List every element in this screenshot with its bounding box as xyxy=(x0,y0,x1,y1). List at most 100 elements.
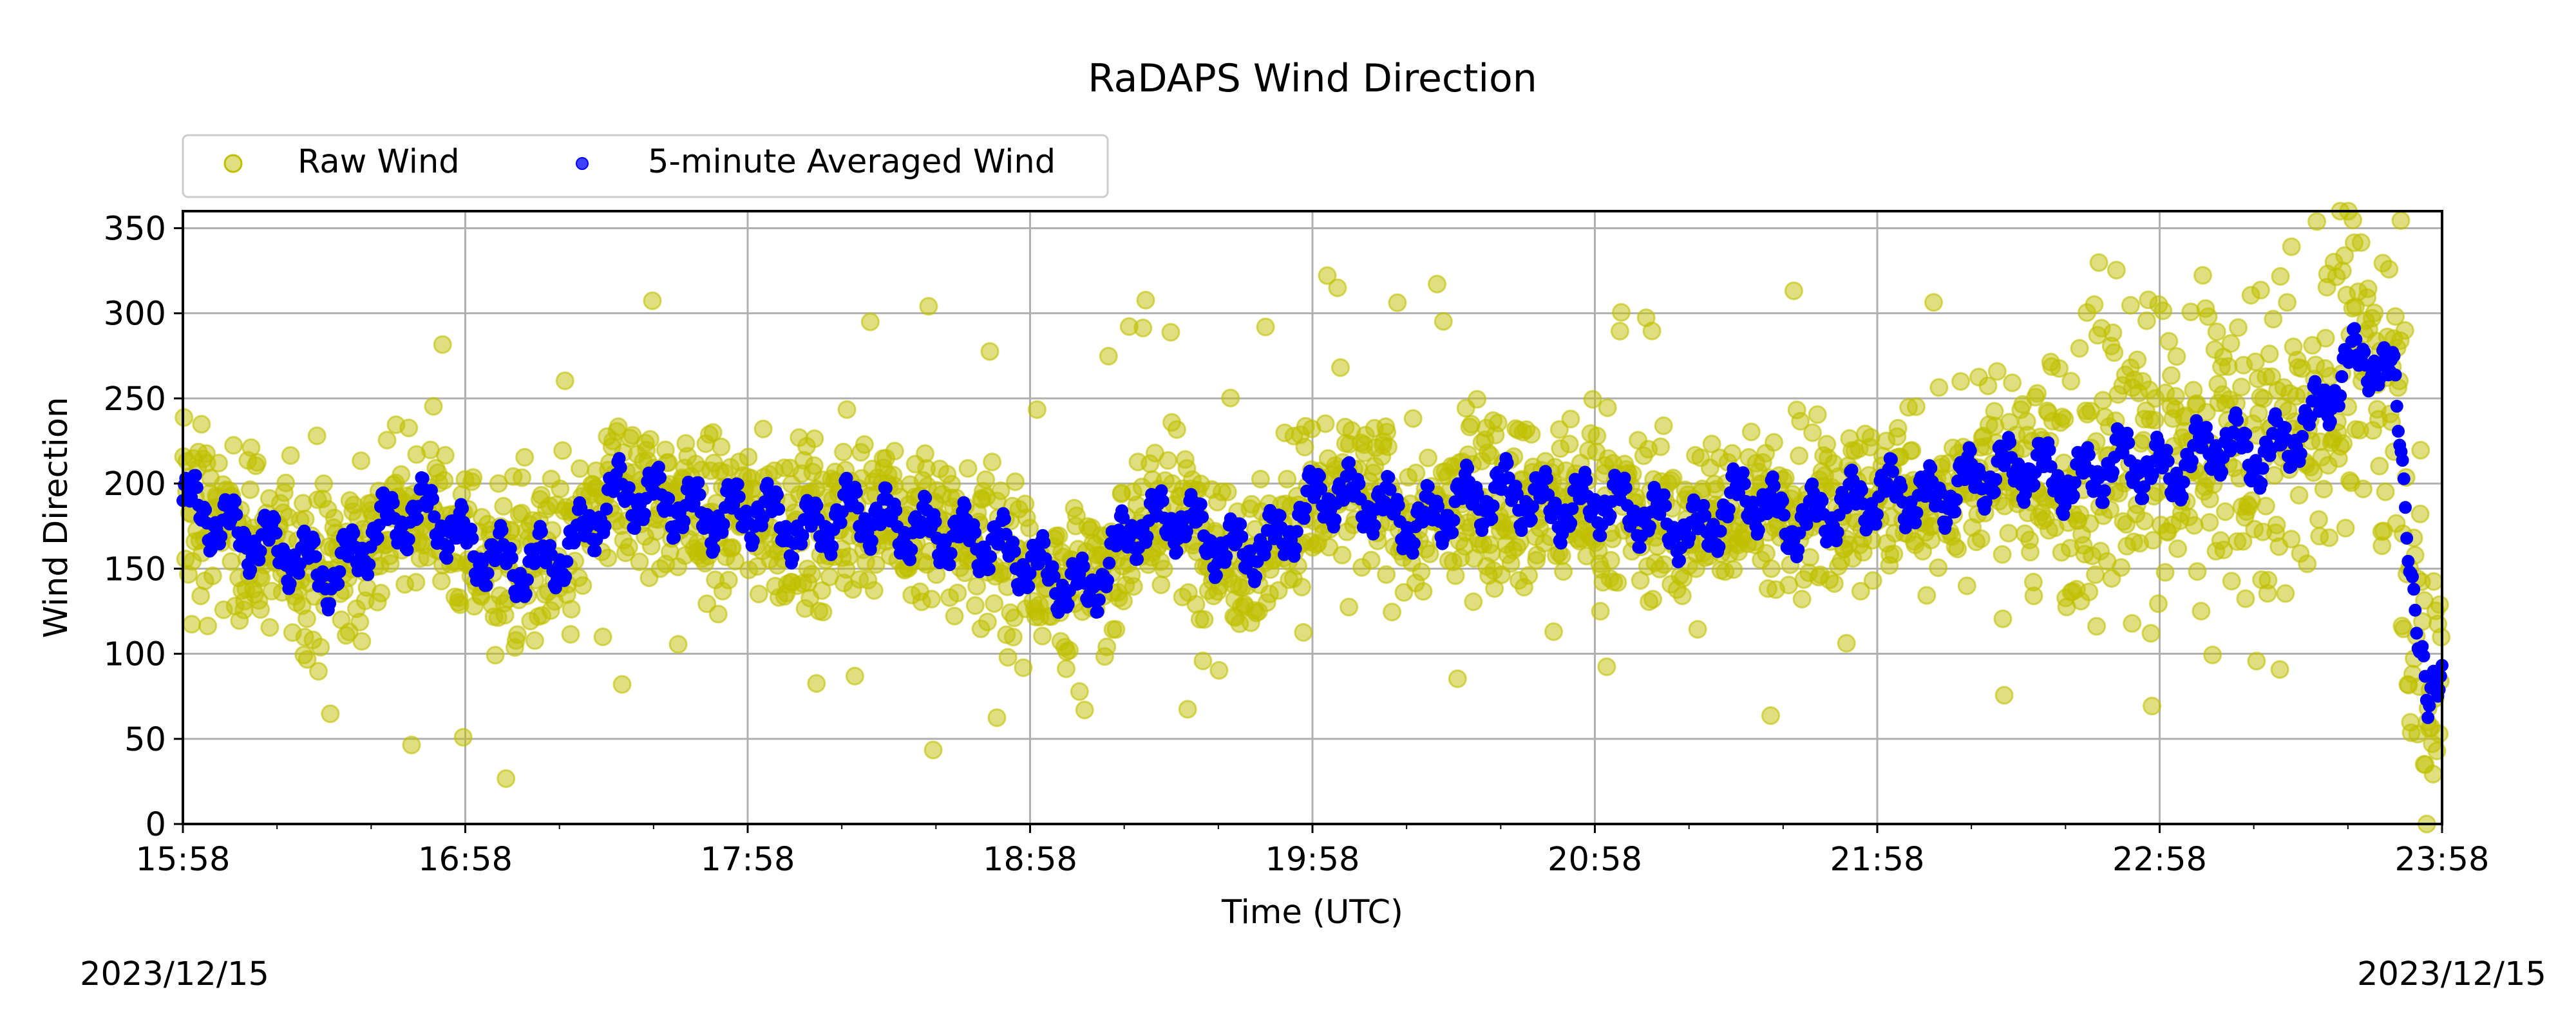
averaged-wind-point xyxy=(2406,570,2419,583)
raw-wind-point xyxy=(1419,448,1437,467)
averaged-wind-point xyxy=(2067,489,2080,503)
averaged-wind-point xyxy=(1940,516,1953,529)
averaged-wind-point xyxy=(402,532,415,546)
averaged-wind-point xyxy=(693,488,706,501)
averaged-wind-point xyxy=(332,577,345,591)
raw-wind-point xyxy=(1331,358,1350,377)
raw-wind-point xyxy=(2351,233,2371,252)
raw-wind-point xyxy=(525,631,544,650)
averaged-wind-point xyxy=(1037,536,1051,549)
averaged-wind-point xyxy=(826,539,839,553)
raw-wind-point xyxy=(2155,563,2175,582)
raw-wind-point xyxy=(640,430,659,449)
raw-wind-point xyxy=(1560,435,1579,454)
raw-wind-point xyxy=(1610,321,1629,341)
y-tick-label: 300 xyxy=(104,295,166,333)
raw-wind-point xyxy=(1757,544,1776,563)
raw-wind-point xyxy=(350,612,370,632)
averaged-wind-point xyxy=(1131,552,1144,566)
raw-wind-point xyxy=(2181,303,2201,321)
averaged-wind-point xyxy=(254,545,267,558)
averaged-wind-point xyxy=(600,502,613,516)
averaged-wind-point xyxy=(1047,570,1061,583)
averaged-wind-point xyxy=(1421,480,1435,493)
raw-wind-point xyxy=(1133,319,1153,337)
raw-wind-point xyxy=(2135,512,2154,530)
raw-wind-point xyxy=(2370,456,2389,476)
raw-wind-point xyxy=(497,769,516,788)
raw-wind-point xyxy=(1837,633,1856,653)
raw-wind-point xyxy=(1808,405,1827,424)
averaged-wind-point xyxy=(1752,523,1765,537)
raw-wind-point xyxy=(1379,437,1398,456)
raw-wind-point xyxy=(919,297,938,316)
raw-wind-point xyxy=(1332,545,1352,565)
averaged-wind-point xyxy=(589,544,602,557)
y-tick-label: 50 xyxy=(124,721,166,759)
averaged-wind-point xyxy=(333,565,346,578)
raw-wind-point xyxy=(1383,603,1401,622)
raw-wind-point xyxy=(2188,562,2207,581)
raw-wind-point xyxy=(2149,594,2168,613)
raw-wind-point xyxy=(2086,565,2105,585)
raw-wind-point xyxy=(1790,446,1809,465)
raw-wind-point xyxy=(2214,540,2233,559)
averaged-wind-point xyxy=(677,514,691,528)
raw-wind-point xyxy=(1884,545,1904,563)
raw-wind-point xyxy=(922,590,941,609)
raw-wind-point xyxy=(241,480,260,500)
averaged-wind-point xyxy=(2096,496,2110,509)
averaged-wind-point xyxy=(731,478,744,491)
raw-wind-point xyxy=(494,496,513,516)
averaged-wind-point xyxy=(2434,670,2447,683)
raw-wind-point xyxy=(486,646,505,665)
raw-wind-point xyxy=(1561,409,1580,429)
raw-wind-point xyxy=(1642,321,1662,341)
averaged-wind-point xyxy=(958,500,972,512)
raw-wind-point xyxy=(1861,428,1880,447)
raw-wind-point xyxy=(739,447,758,467)
averaged-wind-point xyxy=(1092,593,1106,606)
raw-wind-point xyxy=(260,618,279,637)
raw-wind-point xyxy=(2334,434,2353,453)
averaged-wind-point xyxy=(2423,699,2436,713)
averaged-wind-point xyxy=(2160,444,2174,457)
raw-wind-point xyxy=(1741,422,1761,442)
averaged-wind-point xyxy=(1289,542,1302,556)
averaged-wind-point xyxy=(654,471,667,484)
raw-wind-point xyxy=(311,637,330,657)
raw-wind-point xyxy=(1765,433,1783,452)
averaged-wind-point xyxy=(386,496,400,510)
averaged-wind-point xyxy=(1714,525,1727,538)
raw-wind-point xyxy=(1159,451,1178,470)
averaged-wind-point xyxy=(2003,436,2017,449)
start-date-label: 2023/12/15 xyxy=(80,955,269,993)
raw-wind-point xyxy=(203,566,222,585)
raw-wind-point xyxy=(224,436,243,455)
averaged-wind-point xyxy=(1485,512,1499,525)
averaged-wind-point xyxy=(2082,448,2096,462)
raw-wind-point xyxy=(2386,307,2405,326)
raw-wind-point xyxy=(1851,581,1870,601)
raw-wind-point xyxy=(433,335,452,354)
averaged-wind-point xyxy=(1273,509,1287,522)
raw-wind-point xyxy=(399,418,419,438)
raw-wind-point xyxy=(2336,518,2355,538)
averaged-wind-point xyxy=(1170,545,1184,558)
raw-wind-point xyxy=(1251,469,1270,489)
averaged-wind-point xyxy=(943,558,956,572)
raw-wind-point xyxy=(2168,539,2188,558)
averaged-wind-point xyxy=(668,531,681,544)
averaged-wind-point xyxy=(363,557,376,571)
raw-wind-point xyxy=(837,400,857,419)
averaged-wind-point xyxy=(1657,488,1671,501)
raw-wind-point xyxy=(2222,572,2241,591)
raw-wind-point xyxy=(392,465,411,484)
averaged-wind-point xyxy=(535,525,548,538)
raw-wind-point xyxy=(1608,573,1627,592)
averaged-wind-point xyxy=(999,527,1013,541)
averaged-wind-point xyxy=(495,523,509,537)
averaged-wind-point xyxy=(347,527,361,540)
averaged-wind-point xyxy=(2410,626,2423,640)
raw-wind-point xyxy=(1651,437,1671,456)
